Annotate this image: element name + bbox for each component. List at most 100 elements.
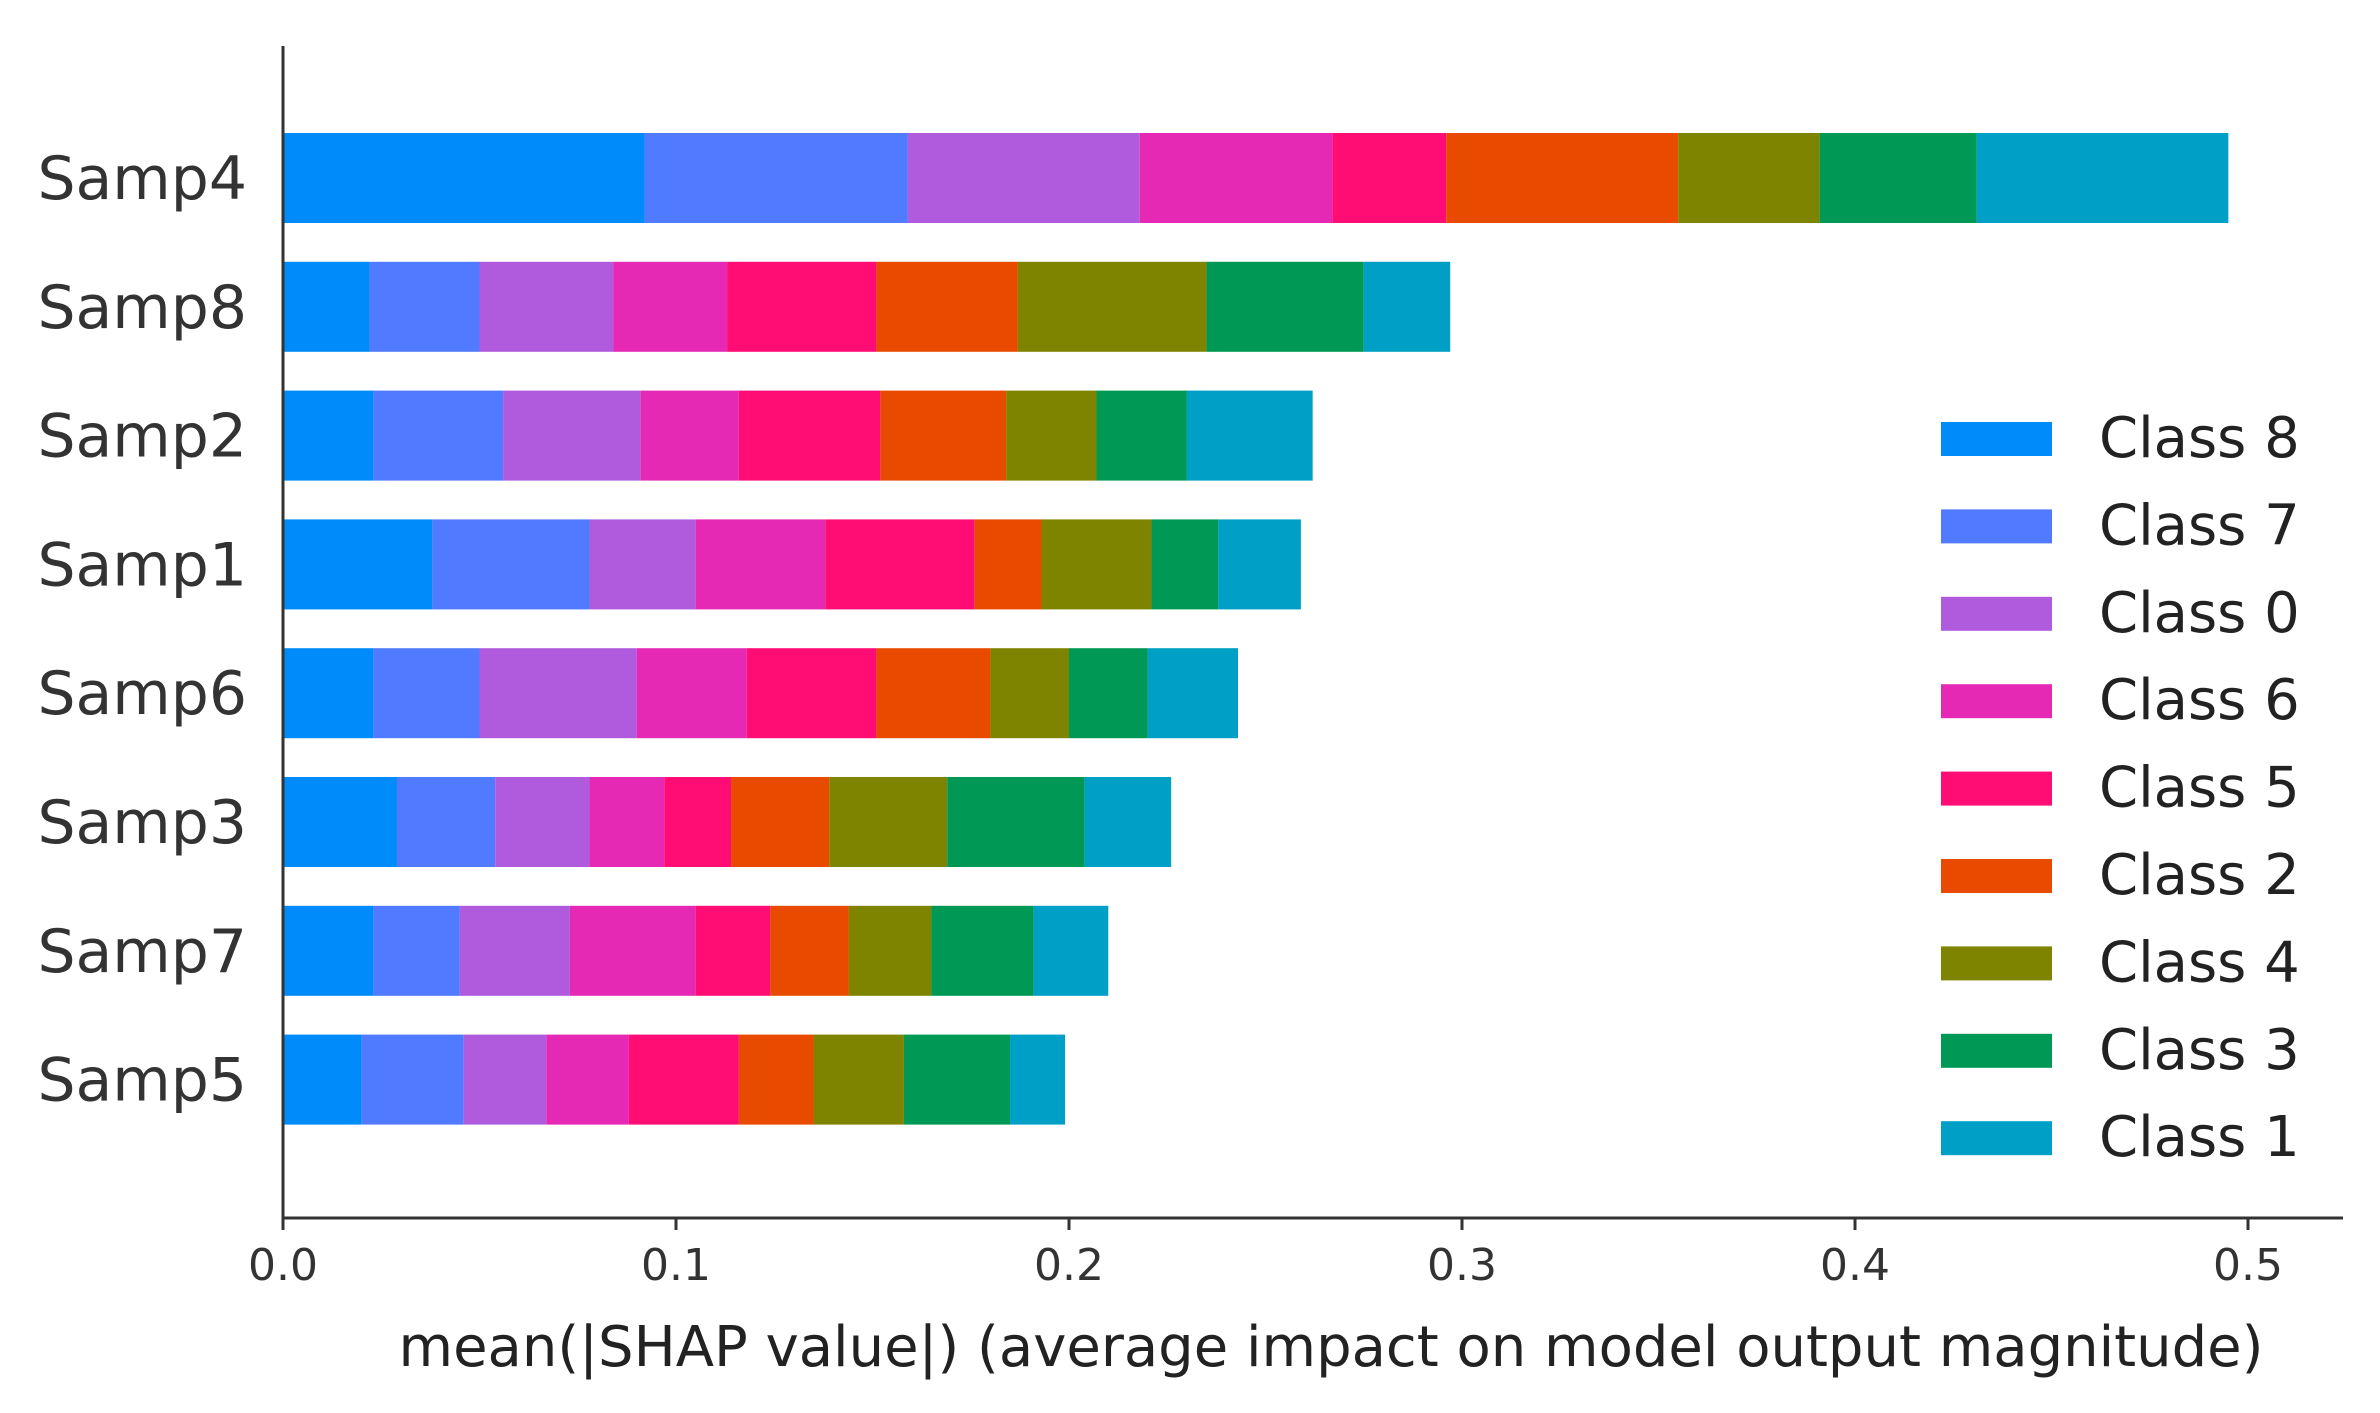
- bar-segment-samp3-class-5: [664, 777, 732, 867]
- bar-segment-samp8-class-1: [1363, 261, 1451, 352]
- bar-segment-samp1-class-6: [695, 519, 826, 610]
- bar-segment-samp2-class-7: [373, 390, 504, 481]
- bar-segment-samp6-class-7: [373, 648, 480, 739]
- bar-segment-samp8-class-3: [1206, 261, 1364, 352]
- x-tick-label: 0.1: [641, 1240, 711, 1291]
- legend-label: Class 0: [2099, 581, 2300, 646]
- x-tick-label: 0.4: [1820, 1240, 1890, 1291]
- legend-swatch-class-1: [1941, 1121, 2052, 1156]
- legend-label: Class 7: [2099, 493, 2300, 558]
- bar-segment-samp7-class-4: [848, 905, 932, 996]
- legend-swatch-class-5: [1941, 771, 2052, 806]
- bar-segment-samp4-class-1: [1976, 133, 2229, 223]
- bar-segment-samp4-class-0: [907, 133, 1140, 223]
- y-tick-labels: Samp4 Samp8 Samp2 Samp1 Samp6 Samp3 Samp7 Samp5: [37, 144, 247, 1116]
- bar-segment-samp6-class-1: [1147, 648, 1238, 739]
- bar-segment-samp7-class-2: [770, 905, 849, 996]
- bar-segment-samp8-class-2: [876, 261, 1018, 352]
- bar-segment-samp6-class-8: [283, 648, 374, 739]
- legend-swatch-class-4: [1941, 946, 2052, 981]
- bar-segment-samp6-class-6: [636, 648, 747, 739]
- bar-segment-samp5-class-8: [283, 1034, 362, 1125]
- bar-segment-samp4-class-5: [1332, 133, 1447, 223]
- bar-segment-samp5-class-1: [1010, 1034, 1066, 1125]
- x-axis-title: mean(|SHAP value|) (average impact on mo…: [399, 1315, 2264, 1380]
- legend-swatch-class-8: [1941, 422, 2052, 456]
- y-tick-label-samp8: Samp8: [37, 273, 247, 343]
- bar-segment-samp4-class-6: [1139, 133, 1333, 223]
- bar-segment-samp1-class-1: [1218, 519, 1301, 610]
- y-tick-label-samp3: Samp3: [37, 788, 247, 858]
- bar-segment-samp8-class-7: [369, 261, 480, 352]
- x-tick-label: 0.3: [1427, 1240, 1497, 1291]
- bar-segment-samp7-class-6: [569, 905, 696, 996]
- bar-segment-samp2-class-6: [640, 390, 739, 481]
- legend: Class 8 Class 7 Class 0 Class 6 Class 5 Class…: [1941, 406, 2300, 1170]
- legend-label: Class 3: [2099, 1018, 2300, 1083]
- bar-segment-samp4-class-7: [644, 133, 908, 223]
- bar-segment-samp1-class-3: [1151, 519, 1219, 610]
- bar-segment-samp1-class-0: [589, 519, 696, 610]
- y-tick-label-samp6: Samp6: [37, 659, 247, 729]
- bar-segment-samp6-class-4: [990, 648, 1069, 739]
- bar-segment-samp8-class-5: [727, 261, 877, 352]
- legend-swatch-class-2: [1941, 859, 2052, 893]
- bar-segment-samp5-class-2: [738, 1034, 814, 1125]
- bar-segment-samp7-class-8: [283, 905, 374, 996]
- bar-segment-samp8-class-6: [613, 261, 728, 352]
- bar-segment-samp3-class-8: [283, 777, 397, 867]
- bar-segment-samp2-class-2: [880, 390, 1007, 481]
- bar-segment-samp3-class-0: [495, 777, 590, 867]
- bar-segment-samp2-class-8: [283, 390, 374, 481]
- bar-segment-samp5-class-5: [628, 1034, 739, 1125]
- bar-segment-samp3-class-3: [947, 777, 1085, 867]
- bar-segment-samp7-class-7: [373, 905, 460, 996]
- bar-segment-samp6-class-5: [746, 648, 877, 739]
- legend-label: Class 5: [2099, 756, 2300, 821]
- legend-label: Class 4: [2099, 930, 2300, 995]
- legend-swatch-class-3: [1941, 1033, 2052, 1068]
- x-tick-label: 0.0: [248, 1240, 318, 1291]
- bar-segment-samp6-class-2: [876, 648, 991, 739]
- y-tick-label-samp1: Samp1: [37, 530, 247, 600]
- x-tick-label: 0.2: [1034, 1240, 1104, 1291]
- bar-segment-samp3-class-4: [829, 777, 948, 867]
- bar-segment-samp8-class-0: [479, 261, 614, 352]
- bar-segment-samp5-class-6: [546, 1034, 629, 1125]
- bar-segment-samp7-class-5: [695, 905, 771, 996]
- bar-segment-samp3-class-1: [1084, 777, 1172, 867]
- bar-segment-samp5-class-4: [813, 1034, 904, 1125]
- bar-segment-samp5-class-0: [463, 1034, 547, 1125]
- bar-segment-samp2-class-1: [1186, 390, 1313, 481]
- bar-segment-samp7-class-3: [931, 905, 1034, 996]
- bar-segment-samp8-class-8: [283, 261, 370, 352]
- bar-segment-samp2-class-0: [503, 390, 641, 481]
- legend-swatch-class-0: [1941, 596, 2052, 631]
- bar-segment-samp1-class-8: [283, 519, 433, 610]
- bar-segment-samp4-class-3: [1819, 133, 1977, 223]
- axes-layer: [281, 46, 2343, 1220]
- y-tick-label-samp2: Samp2: [37, 402, 247, 472]
- bar-segment-samp1-class-7: [432, 519, 590, 610]
- bar-segment-samp6-class-0: [479, 648, 637, 739]
- bar-segment-samp1-class-2: [974, 519, 1042, 610]
- legend-label: Class 6: [2099, 668, 2300, 733]
- bar-segment-samp7-class-1: [1033, 905, 1109, 996]
- bar-segment-samp2-class-4: [1006, 390, 1097, 481]
- x-ticks: 0.0 0.1 0.2 0.3 0.4 0.5: [248, 1218, 2283, 1291]
- bar-segment-samp2-class-3: [1096, 390, 1187, 481]
- bars-layer: [283, 133, 2229, 1125]
- legend-swatch-class-7: [1941, 509, 2052, 544]
- bar-segment-samp4-class-8: [283, 133, 645, 223]
- bar-segment-samp3-class-7: [396, 777, 496, 867]
- bar-segment-samp7-class-0: [459, 905, 570, 996]
- y-tick-label-samp5: Samp5: [37, 1046, 247, 1116]
- bar-segment-samp4-class-2: [1446, 133, 1679, 223]
- bar-segment-samp2-class-5: [738, 390, 881, 481]
- y-tick-label-samp4: Samp4: [37, 144, 247, 214]
- legend-swatch-class-6: [1941, 684, 2052, 719]
- legend-label: Class 2: [2099, 843, 2300, 908]
- bar-segment-samp6-class-3: [1069, 648, 1148, 739]
